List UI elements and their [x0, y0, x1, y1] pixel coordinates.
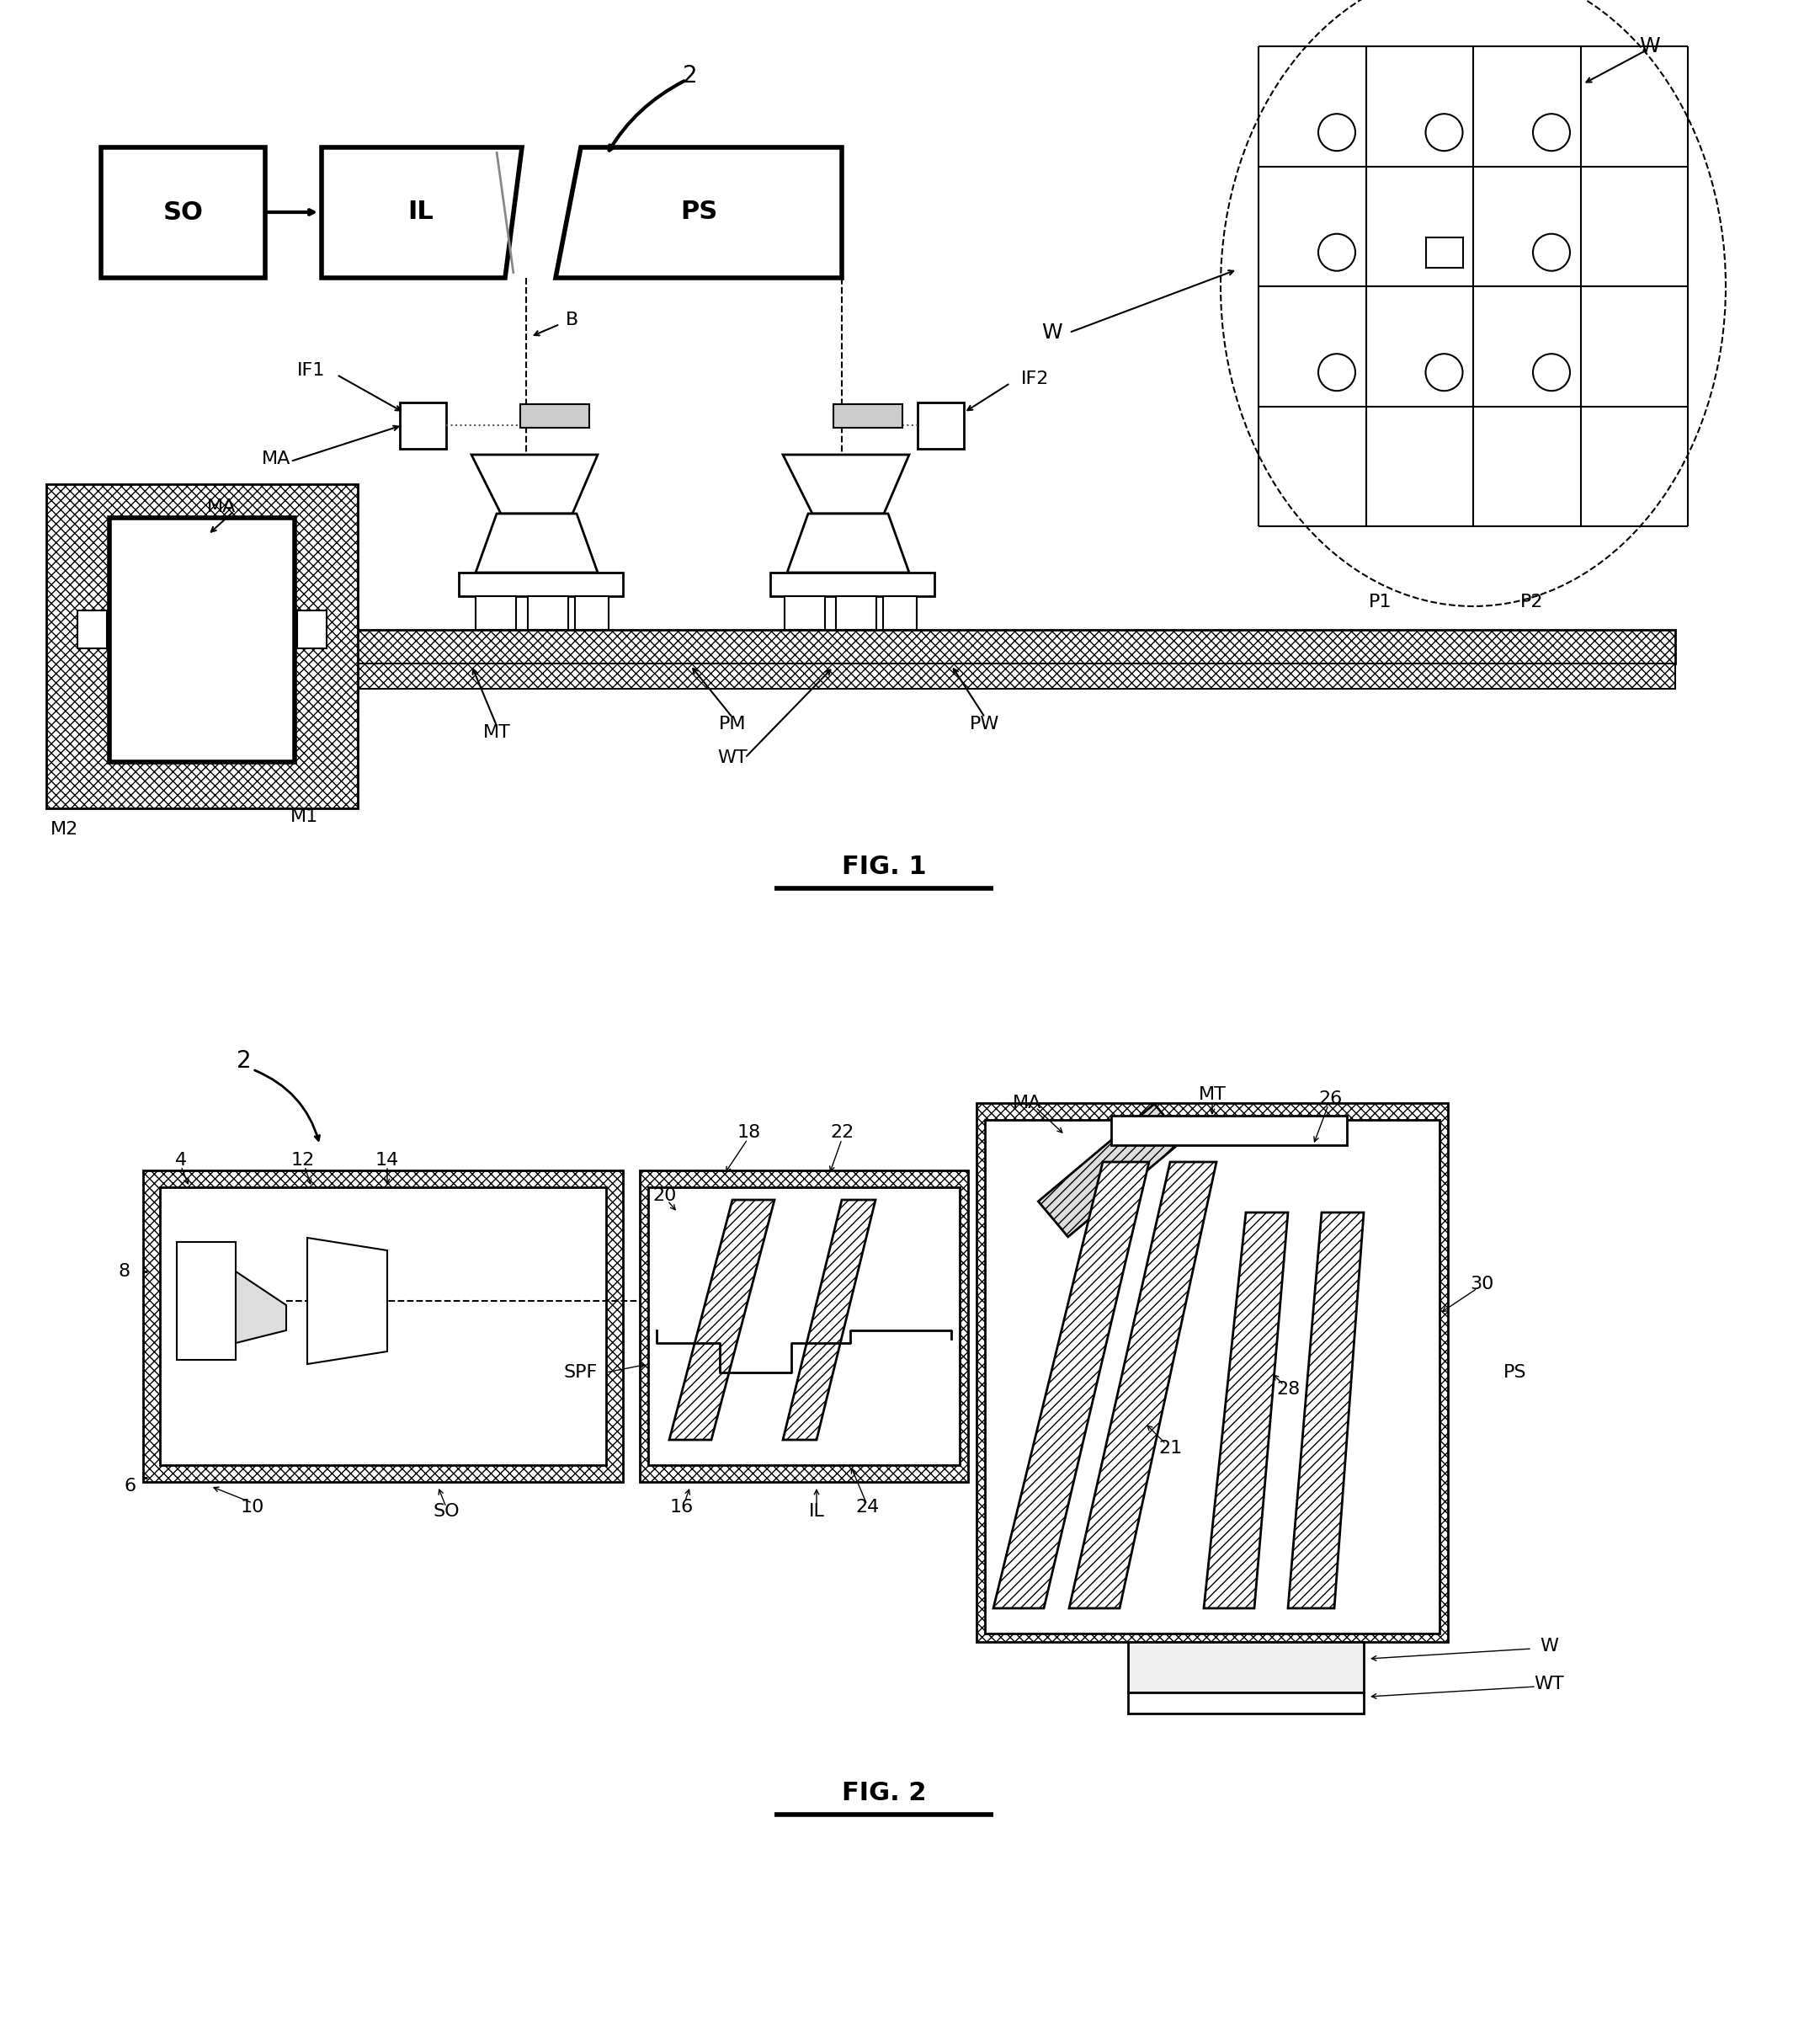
Polygon shape: [237, 1271, 286, 1343]
Text: 30: 30: [1469, 1277, 1494, 1293]
Circle shape: [1532, 113, 1571, 152]
Bar: [835, 596, 875, 630]
Text: PM: PM: [719, 715, 746, 733]
Bar: [353, 663, 1674, 689]
Text: 24: 24: [855, 1499, 879, 1515]
Circle shape: [1425, 113, 1463, 152]
Polygon shape: [1037, 1105, 1185, 1236]
Polygon shape: [471, 454, 597, 513]
Text: SO: SO: [164, 200, 204, 224]
Polygon shape: [670, 1200, 775, 1440]
Polygon shape: [308, 1238, 388, 1364]
Text: 26: 26: [1318, 1091, 1341, 1107]
Text: W: W: [1640, 36, 1660, 57]
Text: 22: 22: [830, 1123, 854, 1141]
Text: 12: 12: [291, 1151, 315, 1170]
Circle shape: [1318, 234, 1356, 271]
Text: P1: P1: [1369, 594, 1392, 610]
Text: B: B: [566, 311, 579, 329]
Bar: [177, 1242, 237, 1359]
Polygon shape: [1289, 1212, 1363, 1608]
Text: SPF: SPF: [564, 1364, 597, 1382]
Bar: [985, 1119, 1440, 1634]
Text: MA: MA: [207, 499, 237, 515]
Circle shape: [1425, 354, 1463, 390]
Text: 16: 16: [670, 1499, 693, 1515]
Bar: [1112, 1115, 1347, 1145]
Bar: [144, 1170, 622, 1483]
Polygon shape: [783, 454, 910, 513]
Circle shape: [1532, 354, 1571, 390]
Bar: [641, 1170, 968, 1483]
Text: PS: PS: [1503, 1364, 1527, 1382]
Text: IL: IL: [408, 200, 433, 224]
Text: M1: M1: [291, 808, 318, 826]
Text: MT: MT: [1198, 1087, 1227, 1103]
Text: PS: PS: [681, 200, 717, 224]
Polygon shape: [475, 513, 597, 572]
Text: PW: PW: [970, 715, 999, 733]
Bar: [770, 572, 934, 596]
Text: 2: 2: [237, 1048, 251, 1073]
Bar: [102, 147, 266, 279]
Bar: [353, 630, 1674, 663]
Bar: [459, 572, 622, 596]
Bar: [784, 596, 824, 630]
Bar: [528, 596, 568, 630]
Text: 14: 14: [375, 1151, 399, 1170]
Text: FIG. 2: FIG. 2: [841, 1782, 926, 1806]
Polygon shape: [994, 1162, 1148, 1608]
Bar: [883, 596, 917, 630]
Bar: [917, 402, 965, 448]
Text: W: W: [1041, 323, 1063, 343]
Text: IL: IL: [808, 1503, 824, 1519]
Polygon shape: [555, 147, 843, 279]
Bar: [648, 1188, 959, 1464]
Bar: [78, 610, 107, 648]
Bar: [1128, 1642, 1363, 1693]
Polygon shape: [1068, 1162, 1216, 1608]
Text: MA: MA: [1012, 1095, 1041, 1111]
Polygon shape: [786, 513, 910, 572]
Bar: [977, 1103, 1449, 1642]
Bar: [475, 596, 517, 630]
Text: MT: MT: [482, 723, 510, 741]
Bar: [400, 402, 446, 448]
Bar: [297, 610, 326, 648]
Polygon shape: [322, 147, 522, 279]
Text: 6: 6: [124, 1479, 136, 1495]
Text: 20: 20: [653, 1188, 677, 1204]
Text: 18: 18: [737, 1123, 761, 1141]
Text: IF1: IF1: [297, 362, 326, 380]
Bar: [46, 485, 359, 808]
Text: 8: 8: [118, 1262, 131, 1281]
Text: M2: M2: [51, 820, 78, 838]
Text: WT: WT: [717, 749, 748, 766]
Bar: [575, 596, 608, 630]
Bar: [834, 404, 903, 428]
Text: IF2: IF2: [1021, 370, 1050, 388]
Text: 10: 10: [240, 1499, 264, 1515]
Text: SO: SO: [433, 1503, 459, 1519]
Text: 2: 2: [682, 65, 697, 87]
Polygon shape: [783, 1200, 875, 1440]
Polygon shape: [1203, 1212, 1289, 1608]
Text: 4: 4: [175, 1151, 187, 1170]
Bar: [521, 404, 590, 428]
Circle shape: [1532, 234, 1571, 271]
Bar: [1425, 236, 1463, 267]
Bar: [109, 517, 295, 762]
Text: W: W: [1540, 1638, 1558, 1654]
Bar: [160, 1188, 606, 1464]
Ellipse shape: [1221, 0, 1725, 606]
Text: P2: P2: [1520, 594, 1543, 610]
Circle shape: [1318, 354, 1356, 390]
Text: WT: WT: [1534, 1677, 1563, 1693]
Text: FIG. 1: FIG. 1: [841, 854, 926, 879]
Bar: [1128, 1693, 1363, 1713]
Text: MA: MA: [262, 450, 291, 467]
Text: 28: 28: [1276, 1382, 1299, 1398]
Circle shape: [1318, 113, 1356, 152]
Text: 21: 21: [1158, 1440, 1181, 1456]
